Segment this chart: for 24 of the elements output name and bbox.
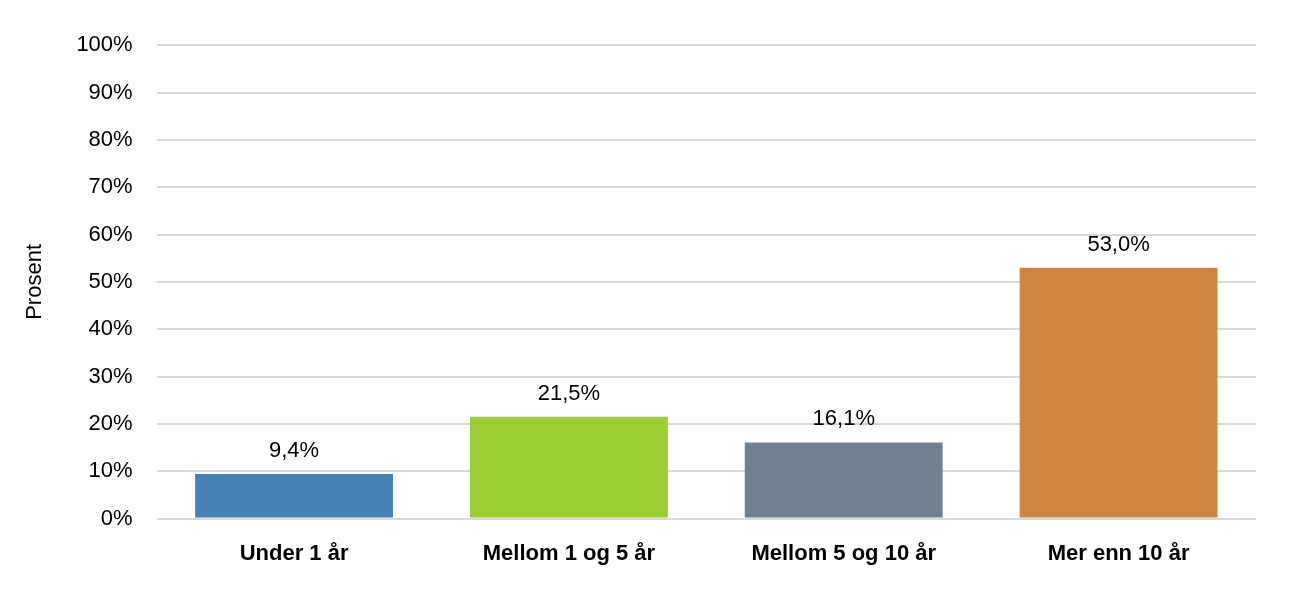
y-tick-label: 10% bbox=[88, 457, 133, 483]
data-label: 21,5% bbox=[537, 379, 601, 405]
x-tick-label: Mer enn 10 år bbox=[1047, 539, 1190, 565]
x-tick-label: Under 1 år bbox=[239, 539, 349, 565]
y-tick-label: 80% bbox=[88, 125, 133, 151]
x-tick-label: Mellom 1 og 5 år bbox=[482, 539, 656, 565]
y-axis-title: Prosent bbox=[21, 243, 47, 320]
y-tick-label: 30% bbox=[88, 362, 133, 388]
bar bbox=[469, 416, 668, 518]
data-label: 9,4% bbox=[269, 437, 320, 463]
y-tick-label: 70% bbox=[88, 173, 133, 199]
data-label: 53,0% bbox=[1087, 230, 1150, 256]
y-tick-label: 40% bbox=[88, 315, 133, 341]
y-tick-label: 20% bbox=[88, 409, 133, 435]
y-tick-label: 50% bbox=[88, 267, 133, 293]
y-tick-label: 100% bbox=[76, 31, 133, 57]
bar bbox=[744, 442, 943, 518]
y-tick-label: 0% bbox=[100, 504, 133, 530]
x-tick-label: Mellom 5 og 10 år bbox=[751, 539, 937, 565]
bar bbox=[195, 474, 394, 518]
bar bbox=[1019, 267, 1218, 518]
y-tick-label: 90% bbox=[88, 78, 133, 104]
data-label: 16,1% bbox=[812, 405, 875, 431]
y-tick-label: 60% bbox=[88, 220, 133, 246]
